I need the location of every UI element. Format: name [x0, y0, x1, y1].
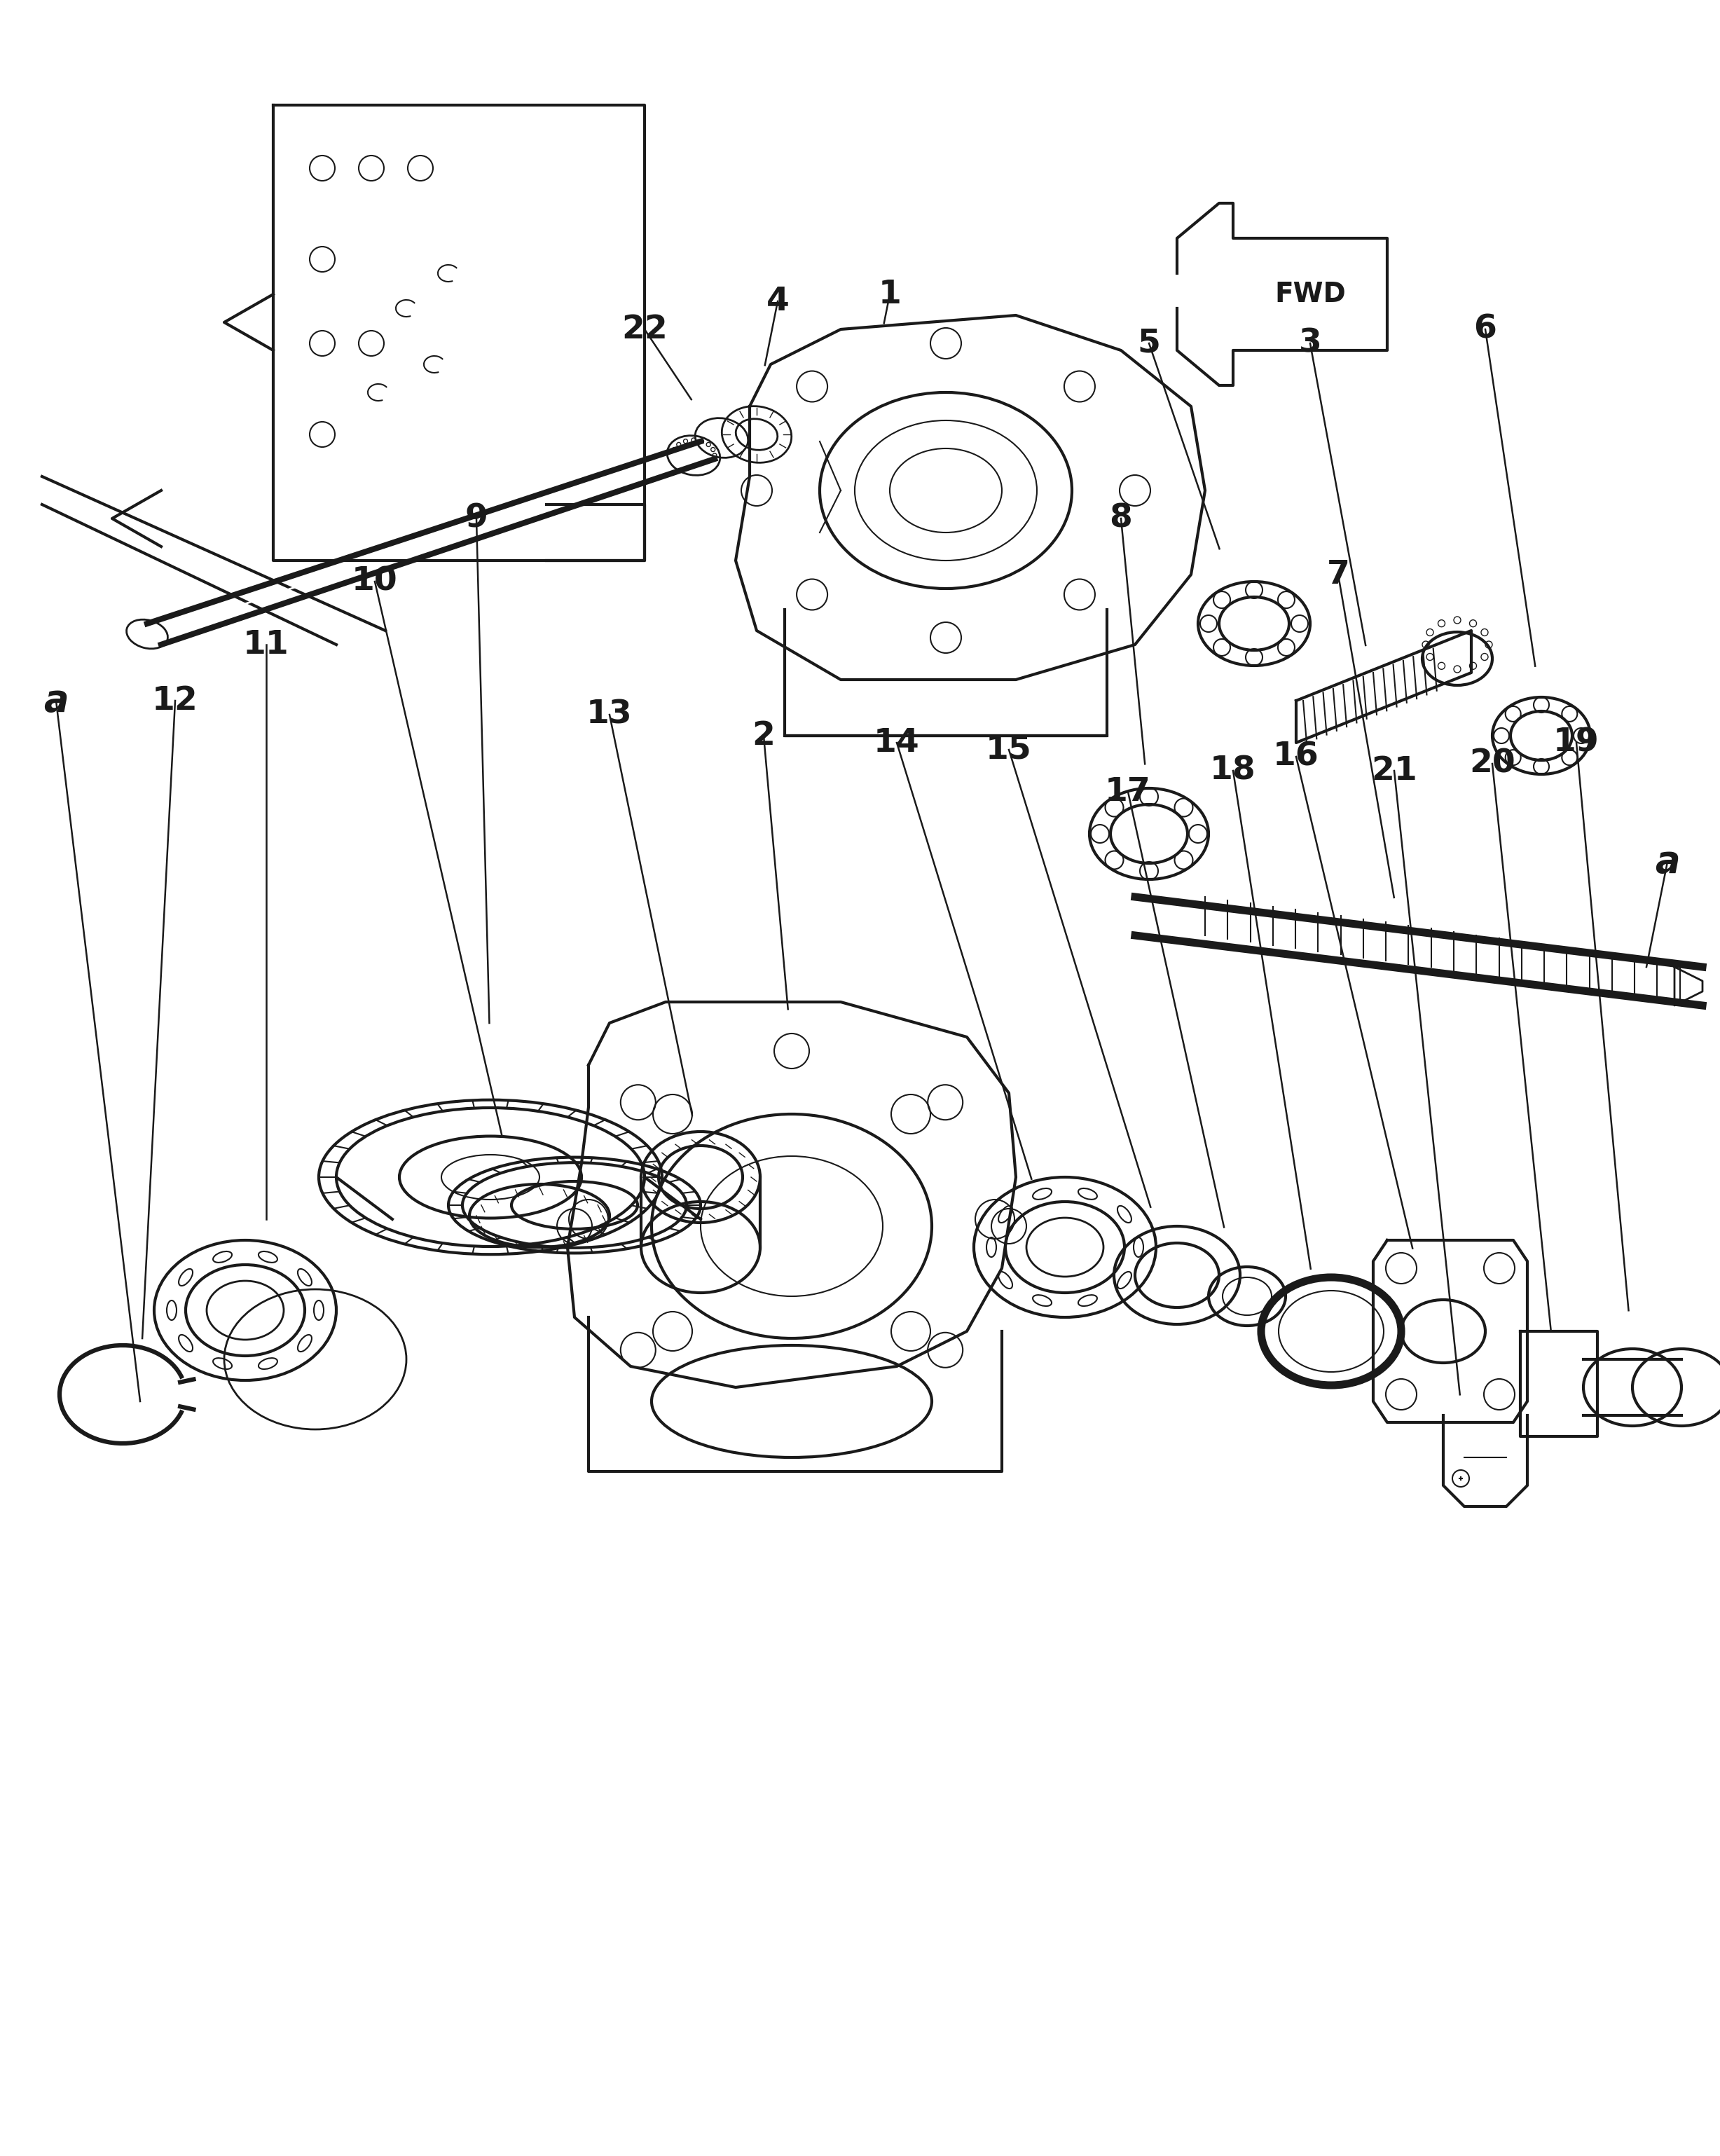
Text: a: a: [43, 683, 69, 718]
Text: 16: 16: [1273, 742, 1319, 772]
Text: 6: 6: [1474, 313, 1496, 345]
Text: 7: 7: [1326, 558, 1350, 591]
Text: 8: 8: [1109, 502, 1132, 535]
Text: a: a: [1655, 843, 1680, 880]
Text: 21: 21: [1371, 755, 1417, 787]
Text: 12: 12: [151, 686, 198, 716]
Text: 15: 15: [986, 733, 1032, 765]
Text: 17: 17: [1104, 776, 1151, 808]
Text: 14: 14: [874, 727, 920, 759]
Text: 4: 4: [765, 285, 789, 317]
Text: 22: 22: [621, 313, 667, 345]
Text: FWD: FWD: [1275, 280, 1345, 308]
Text: 11: 11: [243, 630, 289, 660]
Text: 10: 10: [353, 565, 397, 597]
Text: 1: 1: [879, 278, 901, 310]
Text: 18: 18: [1211, 755, 1256, 787]
Text: 19: 19: [1553, 727, 1600, 759]
Text: 9: 9: [464, 502, 488, 535]
Text: 3: 3: [1299, 328, 1321, 360]
Text: 5: 5: [1137, 328, 1161, 360]
Text: 20: 20: [1469, 748, 1515, 780]
Text: 13: 13: [587, 699, 633, 731]
Text: 2: 2: [752, 720, 776, 752]
